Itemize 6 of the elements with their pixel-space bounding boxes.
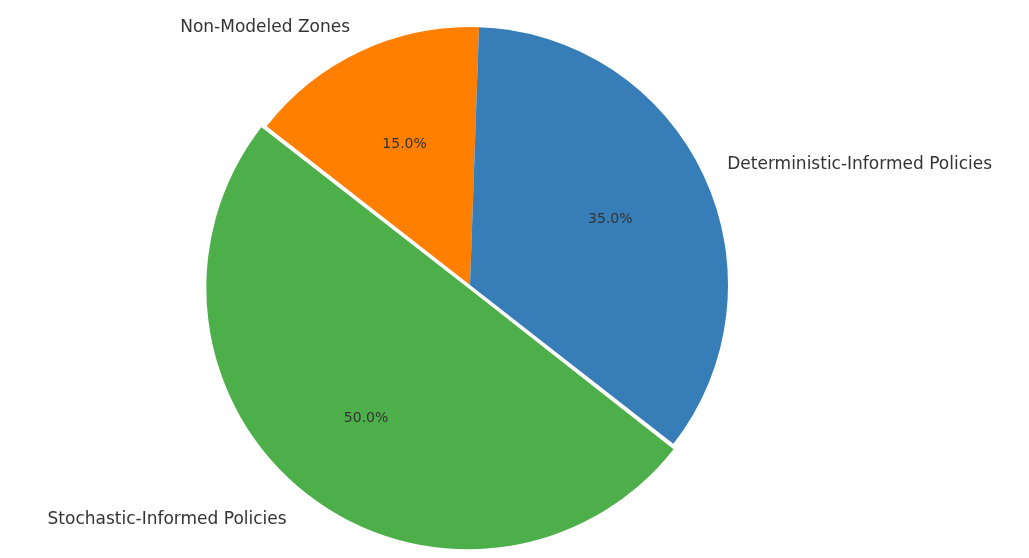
data-label: 35.0% (588, 210, 633, 227)
data-label: 50.0% (343, 408, 389, 425)
slice-label: Deterministic-Informed Policies (727, 153, 993, 174)
slice-label: Stochastic-Informed Policies (47, 508, 287, 529)
slice-label: Non-Modeled Zones (180, 16, 351, 37)
data-label: 15.0% (382, 135, 427, 152)
